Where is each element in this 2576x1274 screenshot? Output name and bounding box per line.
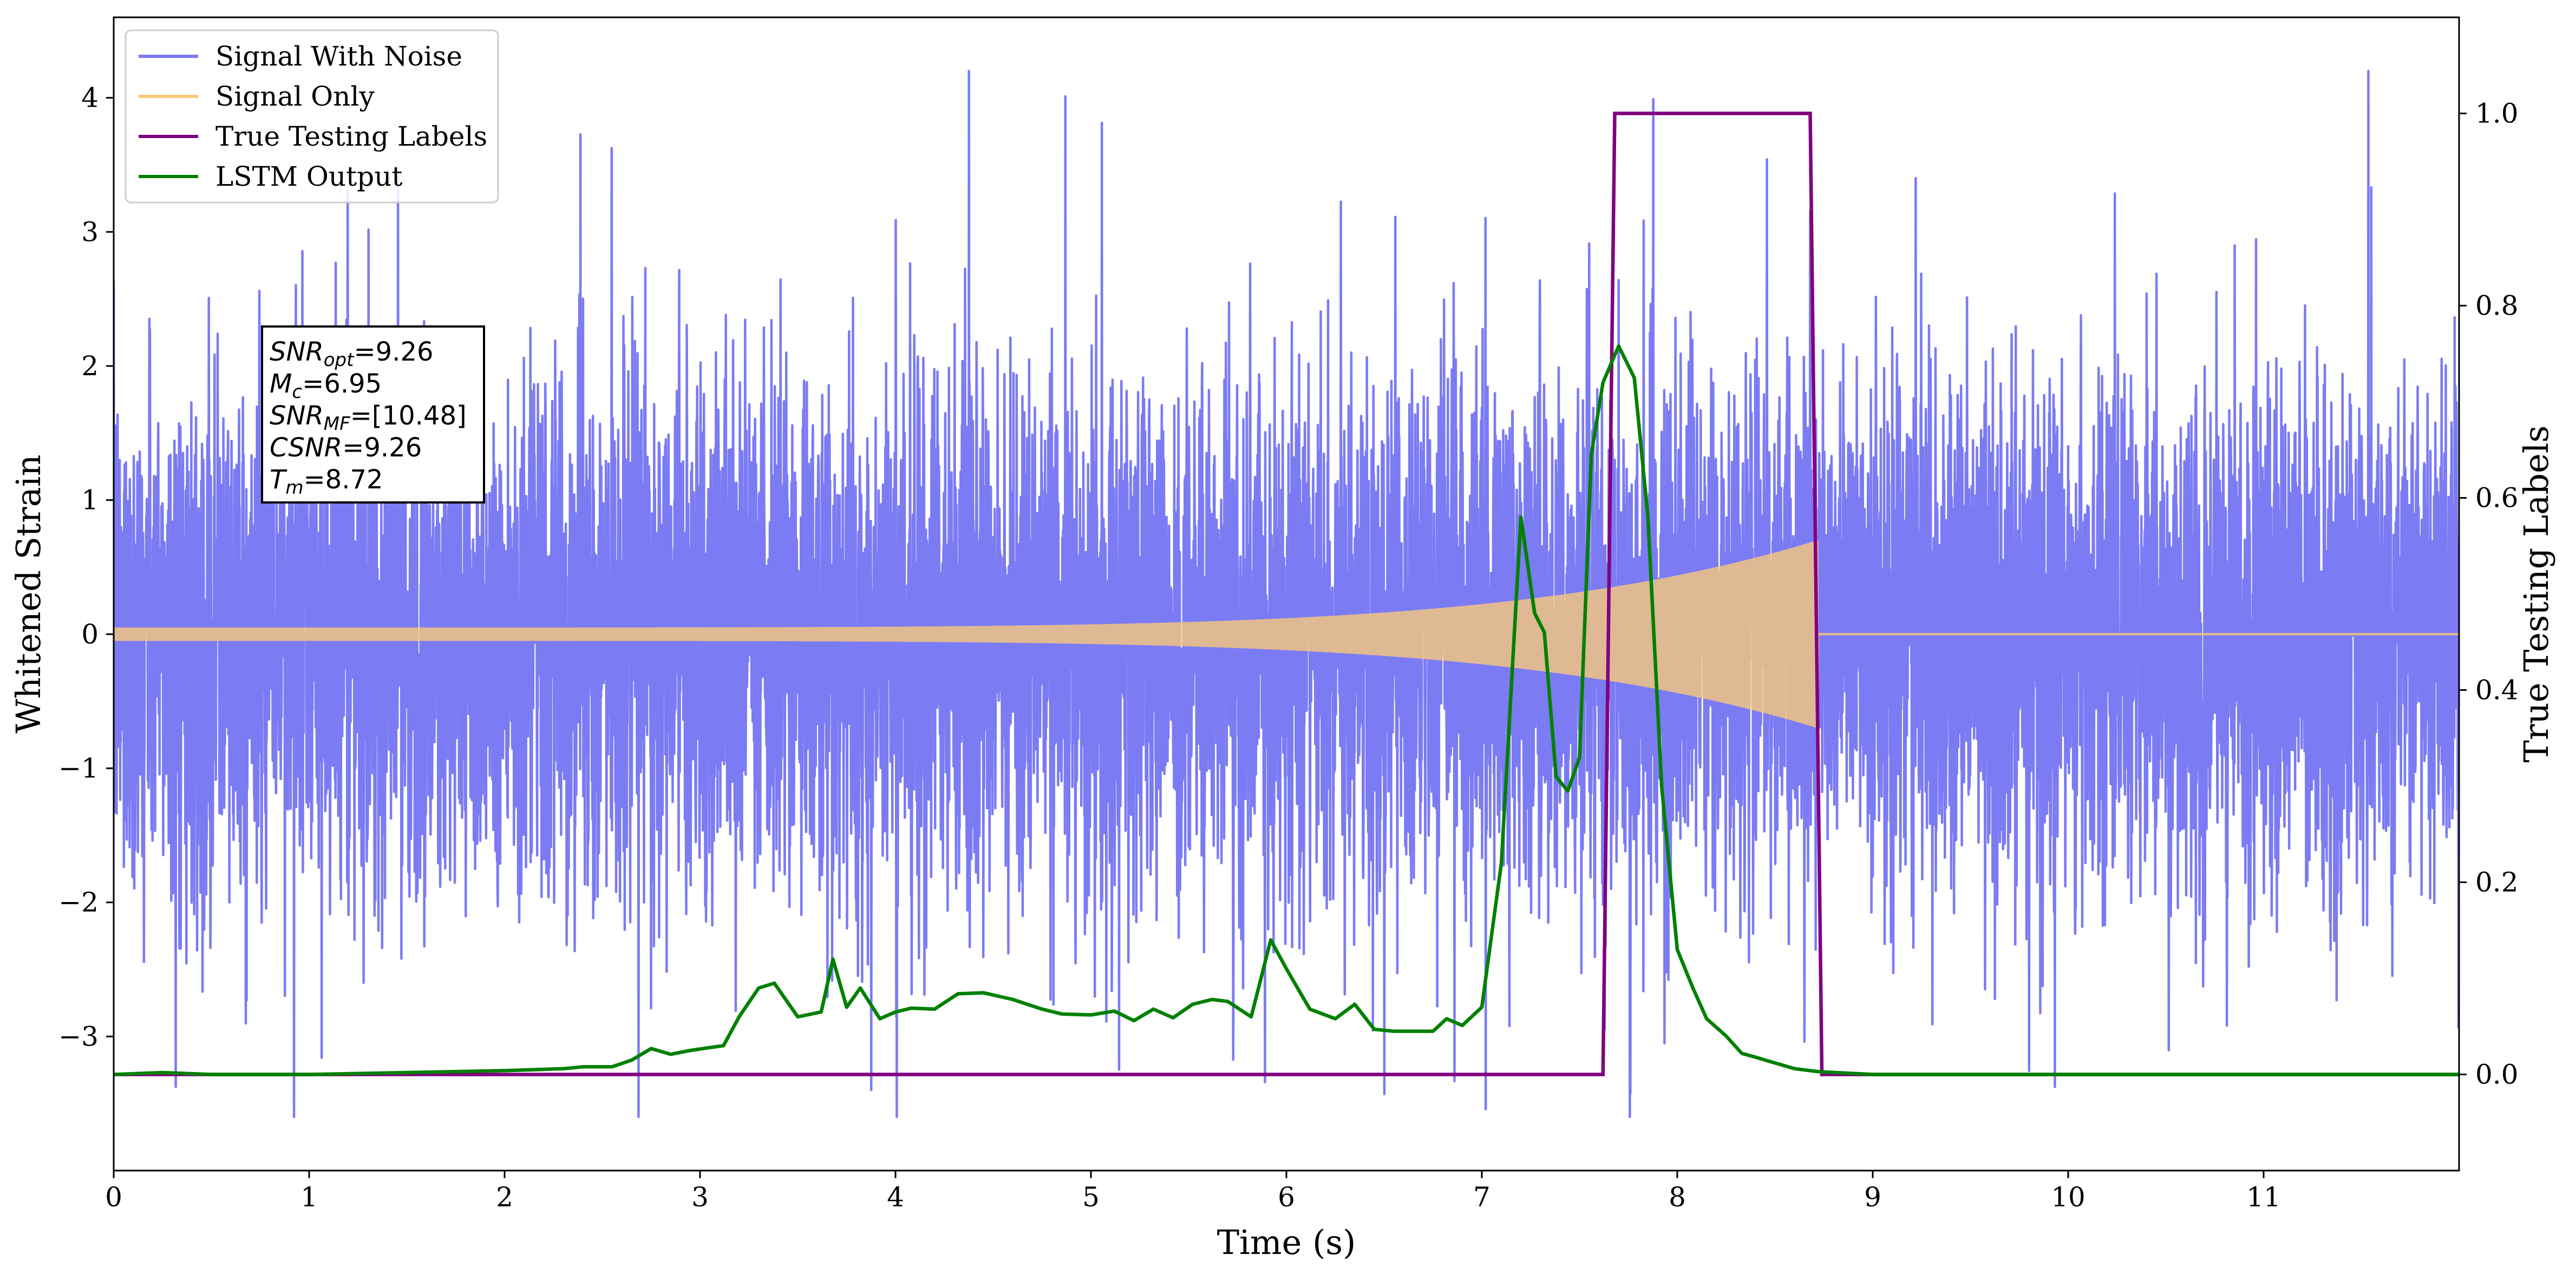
y-right-tick-label: 0.0	[2475, 1059, 2519, 1090]
x-tick-label: 7	[1473, 1181, 1490, 1213]
y-right-tick-label: 1.0	[2475, 98, 2519, 129]
annotation-line: Mc=6.95	[270, 369, 382, 403]
y-right-tick-label: 0.2	[2475, 867, 2519, 898]
y-left-tick-label: −1	[58, 753, 99, 784]
x-tick-label: 4	[887, 1181, 904, 1213]
y-right-tick-label: 0.8	[2475, 290, 2519, 322]
annotation-frame	[261, 325, 485, 504]
x-tick-label: 9	[1864, 1181, 1881, 1213]
x-tick-label: 2	[496, 1181, 513, 1213]
legend-frame	[125, 29, 499, 204]
annotation-box: SNRopt=9.26Mc=6.95SNRMF=[10.48]CSNR=9.26…	[261, 325, 485, 504]
y-left-tick-label: −3	[58, 1021, 99, 1052]
y-right-tick-label: 0.4	[2475, 675, 2519, 706]
x-axis-label: Time (s)	[1217, 1223, 1356, 1262]
x-tick-label: 1	[300, 1181, 318, 1213]
annotation-line: CSNR=9.26	[270, 433, 422, 463]
data-layer	[114, 69, 2459, 1119]
y-left-axis-label: Whitened Strain	[9, 455, 48, 734]
annotation-line: SNRMF=[10.48]	[270, 401, 467, 435]
annotation-line: SNRopt=9.26	[270, 337, 434, 371]
legend-label: True Testing Labels	[215, 121, 487, 152]
legend: Signal With Noise Signal Only True Testing…	[125, 29, 499, 204]
legend-label: LSTM Output	[215, 161, 402, 192]
lstm-output-line	[114, 344, 2459, 1076]
y-right-tick-label: 0.6	[2475, 482, 2519, 514]
annotation-line: Tm=8.72	[270, 465, 383, 499]
legend-label: Signal With Noise	[215, 41, 462, 72]
x-tick-label: 8	[1669, 1181, 1686, 1213]
x-tick-label: 0	[105, 1181, 122, 1213]
x-tick-label: 10	[2051, 1181, 2085, 1213]
axes: 0 1 2 3 4 5 6 7 8 9 10 11 −3 −2 −1 0 1 2 3 4 0.0 0.2 0.4 0.6 0.8…	[9, 16, 2556, 1262]
y-left-tick-label: 2	[81, 350, 99, 382]
signal-only-line	[114, 540, 2459, 728]
y-left-tick-label: −2	[58, 887, 99, 918]
y-left-tick-label: 1	[81, 485, 99, 516]
x-tick-label: 3	[691, 1181, 709, 1213]
legend-label: Signal Only	[215, 81, 375, 112]
y-right-axis-label: True Testing Labels	[2516, 426, 2556, 763]
x-tick-label: 6	[1278, 1181, 1295, 1213]
y-left-tick-label: 4	[81, 82, 99, 114]
y-left-tick-label: 0	[81, 618, 99, 650]
y-left-tick-label: 3	[81, 216, 99, 247]
signal-with-noise-line	[114, 69, 2459, 1119]
x-tick-label: 5	[1082, 1181, 1100, 1213]
x-tick-label: 11	[2246, 1181, 2281, 1213]
